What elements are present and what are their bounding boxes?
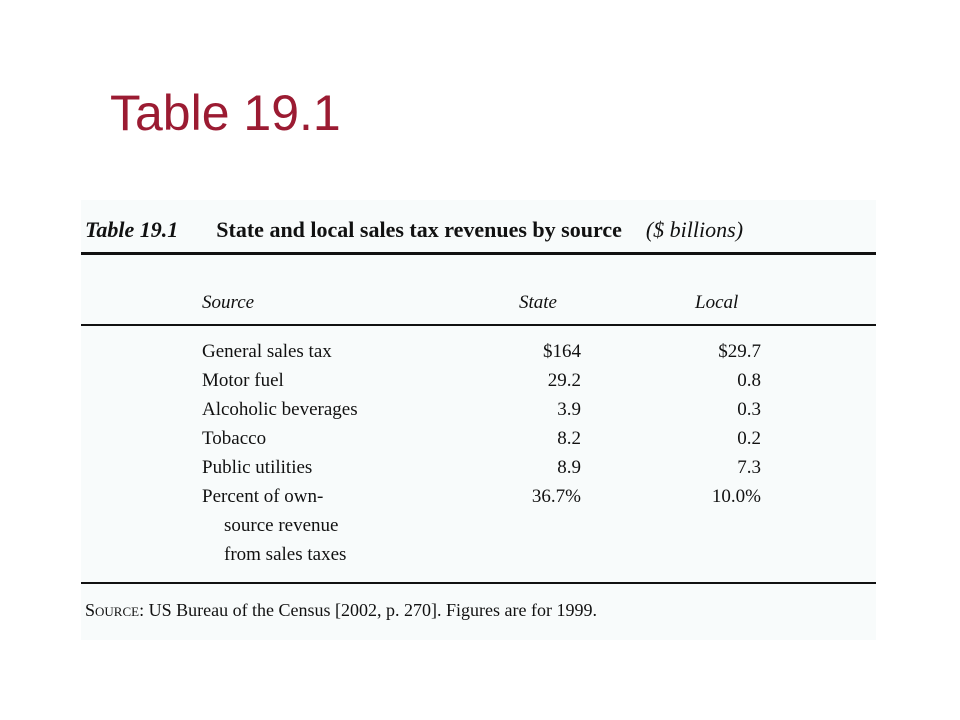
source-text: US Bureau of the Census [2002, p. 270]. … xyxy=(148,600,598,620)
table-unit: ($ billions) xyxy=(645,217,744,242)
table-caption: Table 19.1 State and local sales tax reve… xyxy=(85,217,743,243)
row-local-value: 10.0% xyxy=(711,486,761,507)
row-local-value: 7.3 xyxy=(737,457,761,478)
row-state-value: 3.9 xyxy=(557,399,581,420)
row-state-value: $164 xyxy=(543,341,581,362)
table-row: Percent of own- 36.7% 10.0% xyxy=(81,482,876,511)
row-state-value: 8.9 xyxy=(557,457,581,478)
row-source-continuation: from sales taxes xyxy=(224,544,347,565)
table-row: Tobacco 8.2 0.2 xyxy=(81,424,876,453)
sales-tax-table: Table 19.1 State and local sales tax reve… xyxy=(81,200,876,640)
row-source: Tobacco xyxy=(202,428,267,449)
row-source: Public utilities xyxy=(202,457,313,478)
table-row: Motor fuel 29.2 0.8 xyxy=(81,366,876,395)
row-state-value: 8.2 xyxy=(557,428,581,449)
column-header-local: Local xyxy=(695,292,739,313)
table-row: Alcoholic beverages 3.9 0.3 xyxy=(81,395,876,424)
table-row: General sales tax $164 $29.7 xyxy=(81,337,876,366)
column-header-source: Source xyxy=(202,292,255,313)
source-note: Source: US Bureau of the Census [2002, p… xyxy=(85,600,597,621)
row-source: Percent of own- xyxy=(202,486,324,507)
row-state-value: 36.7% xyxy=(531,486,581,507)
row-local-value: 0.3 xyxy=(737,399,761,420)
source-label: Source: xyxy=(85,600,145,620)
bottom-rule xyxy=(81,582,876,584)
row-source: General sales tax xyxy=(202,341,332,362)
table-row: Public utilities 8.9 7.3 xyxy=(81,453,876,482)
row-local-value: $29.7 xyxy=(718,341,761,362)
row-state-value: 29.2 xyxy=(547,370,581,391)
row-source: Motor fuel xyxy=(202,370,284,391)
row-local-value: 0.2 xyxy=(737,428,761,449)
row-local-value: 0.8 xyxy=(737,370,761,391)
page-title: Table 19.1 xyxy=(110,85,341,141)
row-source: Alcoholic beverages xyxy=(202,399,358,420)
column-header-state: State xyxy=(519,292,557,313)
table-number: Table 19.1 xyxy=(85,217,179,242)
row-source-continuation: source revenue xyxy=(224,515,339,536)
header-rule xyxy=(81,324,876,326)
table-title: State and local sales tax revenues by so… xyxy=(216,217,622,242)
table-row-continuation: source revenue xyxy=(81,511,876,540)
table-row-continuation: from sales taxes xyxy=(81,540,876,569)
top-rule xyxy=(81,252,876,255)
